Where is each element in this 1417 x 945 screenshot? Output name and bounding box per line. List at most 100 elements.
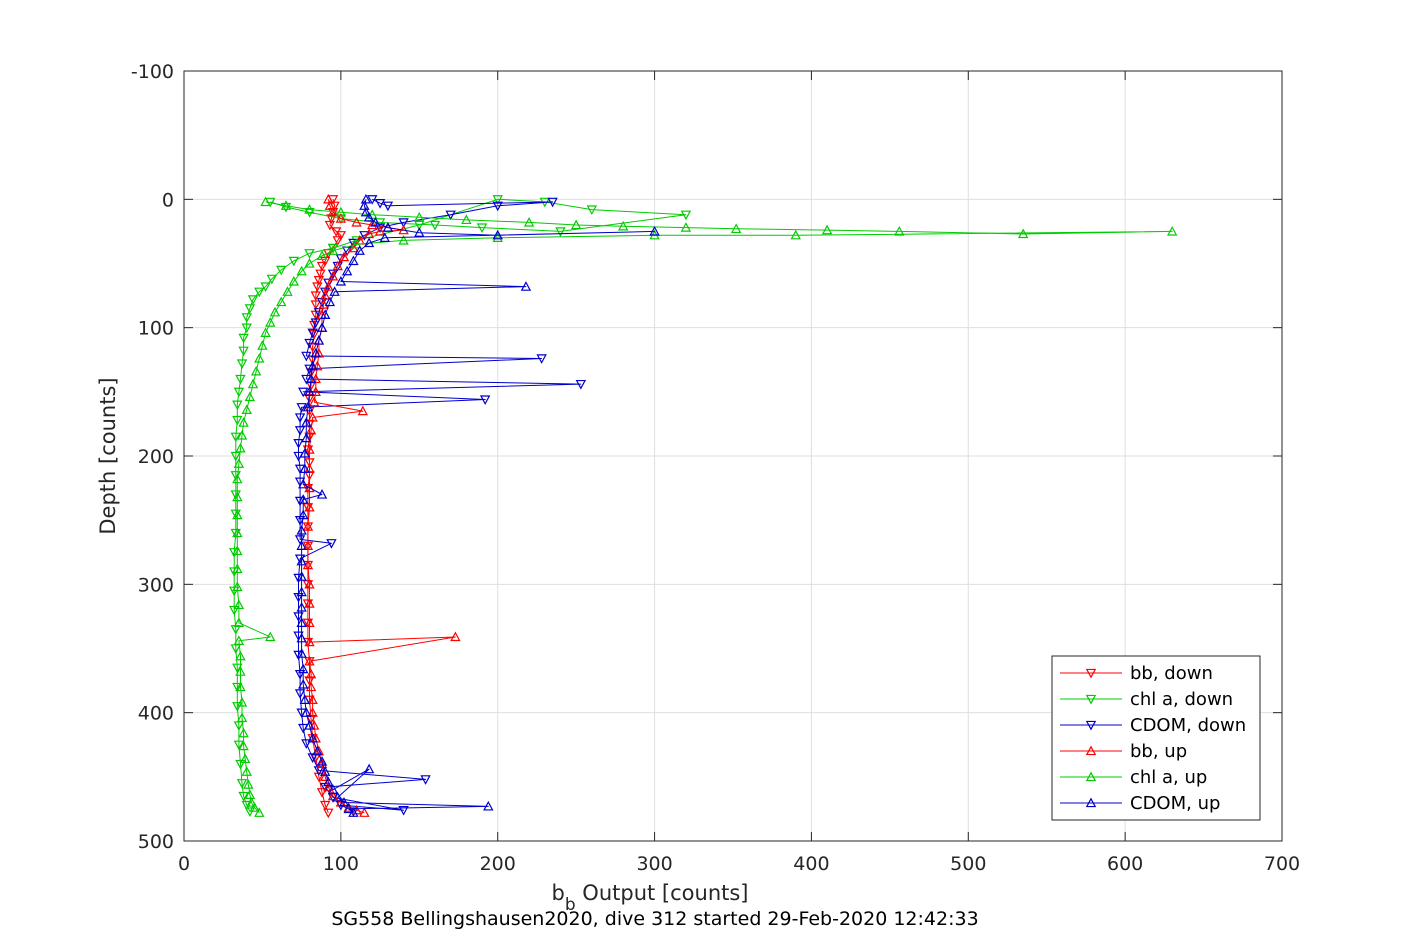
legend-box [1051,655,1261,821]
data-point [294,413,306,423]
data-point [360,206,372,217]
data-point [304,338,315,349]
data-point [354,245,365,255]
data-point [244,391,256,402]
data-point [294,496,306,507]
data-point [228,548,240,558]
data-point [241,323,252,334]
data-point [304,386,315,397]
data-point [304,655,315,666]
data-point [680,222,692,232]
data-point [298,663,309,674]
data-point [232,491,243,502]
data-point [492,195,503,205]
y-tick-label: 500 [138,831,174,853]
data-point [254,807,265,817]
data-point [246,797,257,807]
legend-entry: CDOM, down [1060,715,1246,736]
data-point [374,225,386,236]
data-point [335,213,347,223]
data-point [310,291,321,302]
data-point [301,707,312,717]
data-point [359,200,370,210]
data-point [338,797,350,807]
data-point [232,545,243,556]
data-point [304,444,315,454]
y-tick-label: 0 [162,189,174,211]
data-point [238,791,249,802]
data-point [319,290,331,300]
legend-label: bb, up [1130,741,1187,762]
data-point [296,524,307,535]
data-point [335,231,347,241]
legend-entry: bb, down [1060,663,1213,684]
data-point [304,636,315,647]
legend-label: bb, down [1130,663,1213,684]
data-point [254,287,265,298]
data-point [324,296,336,307]
data-point [302,521,314,531]
data-point [821,224,833,235]
data-point [233,635,245,645]
x-tick-label: 600 [1107,853,1143,875]
data-point [296,403,307,413]
data-point [294,426,306,436]
data-point [374,199,386,209]
data-point [276,296,287,307]
data-point [235,650,246,661]
data-point [308,396,320,407]
x-axis-label-rest: Output [counts] [576,881,749,905]
data-point [335,276,347,286]
data-point [296,555,307,566]
data-point [343,802,354,812]
data-point [318,299,329,309]
data-point [241,766,252,776]
data-point [233,458,245,468]
data-point [293,650,304,661]
data-point [414,227,425,237]
legend-entry: chl a, down [1060,689,1233,710]
data-point [250,365,262,376]
data-point [310,386,321,397]
data-point [429,220,441,231]
data-point [301,351,312,362]
data-point [307,694,318,705]
data-point [282,286,293,296]
data-point [327,245,339,255]
series-line [236,201,1173,814]
data-point [332,791,343,802]
data-point [323,281,334,291]
legend-label: CDOM, down [1130,715,1246,736]
data-point [790,229,801,240]
data-point [343,803,354,814]
data-point [305,424,317,435]
y-tick-label: -100 [131,61,174,83]
legend-entry: bb, up [1060,741,1187,762]
data-point [327,790,339,801]
data-point [379,232,390,243]
data-point [307,412,318,422]
data-point [299,447,310,458]
data-point [323,781,334,792]
data-point [238,727,249,738]
data-point [307,732,318,743]
data-point [307,707,318,717]
data-point [230,528,241,539]
data-point [280,202,292,213]
series-6 [296,193,660,817]
data-point [570,219,582,230]
data-point [301,432,312,443]
data-point [301,417,312,427]
data-point [232,400,243,411]
data-point [304,598,315,608]
data-point [296,601,307,612]
data-point [236,430,248,440]
data-point [302,401,314,412]
legend-marker [1085,694,1097,705]
data-point [680,210,692,221]
data-point [414,211,425,222]
data-point [238,346,249,357]
data-point [461,214,472,225]
data-point [312,745,323,756]
data-point [316,755,328,766]
